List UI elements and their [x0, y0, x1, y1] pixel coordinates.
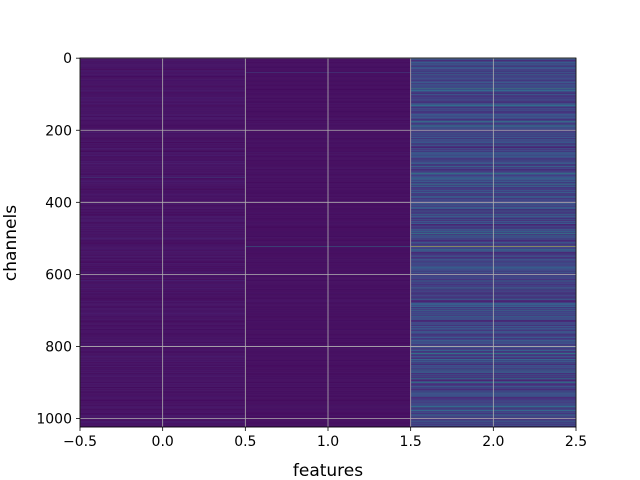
x-tick-label: 0.5	[234, 434, 256, 450]
x-tick-label: 1.5	[400, 434, 422, 450]
y-tick-label: 200	[45, 123, 72, 139]
x-axis: −0.5 0.0 0.5 1.0 1.5 2.0 2.5	[63, 427, 587, 450]
y-axis-label: channels	[1, 205, 21, 281]
y-tick-label: 1000	[36, 412, 72, 428]
x-tick-label: −0.5	[63, 434, 97, 450]
x-tick-label: 2.5	[565, 434, 587, 450]
y-tick-label: 0	[63, 51, 72, 67]
x-tick-label: 0.0	[152, 434, 174, 450]
x-tick-label: 1.0	[317, 434, 339, 450]
y-axis: 0 200 400 600 800 1000	[36, 51, 80, 428]
x-tick-label: 2.0	[482, 434, 504, 450]
y-tick-label: 800	[45, 339, 72, 355]
y-tick-label: 400	[45, 195, 72, 211]
y-tick-label: 600	[45, 267, 72, 283]
x-axis-label: features	[293, 461, 363, 480]
